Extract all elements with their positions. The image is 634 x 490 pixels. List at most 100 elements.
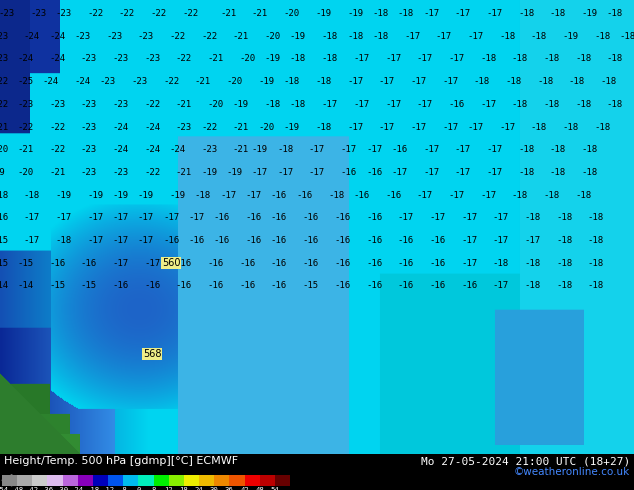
Text: -18: -18 (505, 77, 522, 86)
Bar (93, 475, 108, 486)
Text: -16: -16 (353, 191, 370, 199)
Text: -23: -23 (81, 145, 97, 154)
Text: -19: -19 (169, 191, 186, 199)
Text: -16: -16 (214, 236, 230, 245)
Text: -23: -23 (112, 100, 129, 109)
Text: -23: -23 (0, 54, 8, 64)
Text: -17: -17 (423, 168, 439, 177)
Bar (199, 475, 214, 486)
Text: -18: -18 (0, 191, 8, 199)
Text: -15: -15 (302, 281, 319, 291)
Text: -18: -18 (543, 54, 560, 64)
Text: -18: -18 (264, 100, 281, 109)
Text: -16: -16 (271, 213, 287, 222)
Text: -17: -17 (417, 191, 433, 199)
Text: -17: -17 (493, 213, 509, 222)
Text: -24: -24 (144, 145, 160, 154)
Bar (169, 475, 184, 486)
Text: -18: -18 (607, 100, 623, 109)
Bar (108, 475, 123, 486)
Text: -17: -17 (398, 213, 414, 222)
Text: -17: -17 (366, 145, 382, 154)
Text: -18: -18 (512, 191, 528, 199)
Text: -16: -16 (334, 259, 351, 268)
Text: 42: 42 (240, 487, 249, 490)
Text: -20: -20 (17, 168, 34, 177)
Text: -17: -17 (112, 259, 129, 268)
Text: -24: -24 (49, 54, 65, 64)
Text: -18: -18 (556, 281, 573, 291)
Bar (230, 475, 245, 486)
Text: -48: -48 (11, 487, 23, 490)
Text: -19: -19 (201, 168, 217, 177)
Text: -23: -23 (74, 32, 91, 41)
Text: -16: -16 (398, 281, 414, 291)
Text: -18: -18 (524, 259, 541, 268)
Bar (17, 475, 32, 486)
Text: -42: -42 (26, 487, 39, 490)
Bar (138, 475, 153, 486)
Text: -19: -19 (252, 145, 268, 154)
Text: -22: -22 (49, 122, 65, 131)
Text: -21: -21 (233, 145, 249, 154)
Text: -19: -19 (581, 9, 598, 18)
Text: -18: -18 (562, 122, 579, 131)
Text: -17: -17 (252, 168, 268, 177)
Bar (275, 475, 290, 486)
Text: -16: -16 (176, 281, 192, 291)
Text: -16: -16 (144, 281, 160, 291)
Text: 12: 12 (164, 487, 173, 490)
Text: -20: -20 (0, 145, 8, 154)
Text: -17: -17 (112, 236, 129, 245)
Text: -21: -21 (252, 9, 268, 18)
Text: -20: -20 (264, 32, 281, 41)
Text: -21: -21 (233, 32, 249, 41)
Text: -22: -22 (0, 100, 8, 109)
Text: -17: -17 (455, 168, 471, 177)
Text: -16: -16 (334, 213, 351, 222)
Text: -23: -23 (201, 145, 217, 154)
Text: -22: -22 (163, 77, 179, 86)
Text: -17: -17 (467, 122, 484, 131)
Text: -22: -22 (87, 9, 103, 18)
Text: -17: -17 (499, 122, 515, 131)
Text: -18: -18 (55, 236, 72, 245)
Text: -22: -22 (169, 32, 186, 41)
Text: -16: -16 (112, 281, 129, 291)
Text: -17: -17 (347, 77, 363, 86)
Text: -18: -18 (474, 77, 490, 86)
Text: -23: -23 (112, 54, 129, 64)
Text: -24: -24 (169, 145, 186, 154)
Text: -22: -22 (150, 9, 167, 18)
Text: 54: 54 (271, 487, 279, 490)
Text: -18: -18 (550, 145, 566, 154)
Text: -23: -23 (17, 100, 34, 109)
Text: -22: -22 (176, 54, 192, 64)
Text: -17: -17 (417, 54, 433, 64)
Text: -20: -20 (226, 77, 243, 86)
Text: -15: -15 (49, 281, 65, 291)
Text: 48: 48 (256, 487, 264, 490)
Text: -16: -16 (366, 259, 382, 268)
Text: -19: -19 (87, 191, 103, 199)
Text: -17: -17 (417, 100, 433, 109)
Text: -17: -17 (353, 54, 370, 64)
Text: -16: -16 (448, 100, 465, 109)
Text: -16: -16 (391, 145, 408, 154)
Text: -18: -18 (524, 213, 541, 222)
Text: -22: -22 (49, 145, 65, 154)
Text: -17: -17 (486, 168, 503, 177)
Text: -18: -18 (23, 191, 40, 199)
Text: -19: -19 (226, 168, 243, 177)
Text: -19: -19 (315, 9, 332, 18)
Text: -18: -18 (321, 54, 338, 64)
Text: -24: -24 (49, 32, 65, 41)
Text: -17: -17 (138, 236, 154, 245)
Text: -17: -17 (309, 168, 325, 177)
Text: -17: -17 (524, 236, 541, 245)
Text: -16: -16 (296, 191, 313, 199)
Text: -19: -19 (562, 32, 579, 41)
Text: 8: 8 (152, 487, 156, 490)
Text: -18: -18 (575, 100, 592, 109)
Text: -16: -16 (334, 281, 351, 291)
